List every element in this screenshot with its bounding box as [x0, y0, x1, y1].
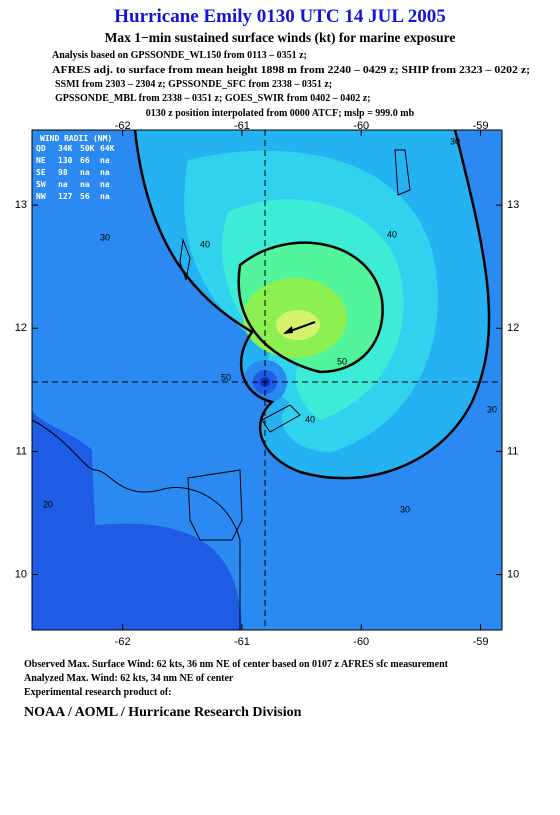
- radii-cell: 130: [58, 156, 73, 165]
- radii-cell: 66: [80, 156, 90, 165]
- radii-cell: na: [100, 168, 110, 177]
- y-tick-label: 10: [507, 568, 519, 580]
- contour-label: 20: [43, 499, 53, 509]
- title: Hurricane Emily 0130 UTC 14 JUL 2005: [114, 6, 445, 27]
- contour-label: 40: [387, 229, 397, 239]
- wind-field: [32, 130, 502, 630]
- contour-50kt: [237, 241, 384, 374]
- x-tick-label: -62: [115, 120, 131, 132]
- analysis-line: AFRES adj. to surface from mean height 1…: [52, 65, 530, 76]
- y-tick-label: 10: [15, 568, 27, 580]
- radii-cell: na: [100, 180, 110, 189]
- coastline: [32, 419, 241, 630]
- plot-frame: [31, 129, 503, 631]
- radii-header: 50K: [80, 144, 95, 153]
- footer-line: Experimental research product of:: [24, 687, 171, 698]
- contour-label: 30: [450, 136, 460, 146]
- arrow-head: [283, 326, 293, 334]
- contour-label: 30: [100, 232, 110, 242]
- footer-line: Observed Max. Surface Wind: 62 kts, 36 n…: [24, 659, 449, 670]
- x-tick-label: -61: [234, 120, 250, 132]
- contour-label: 50: [221, 372, 231, 382]
- radii-header: QD: [36, 144, 46, 153]
- radii-cell: na: [58, 180, 68, 189]
- overlay: -62 -62 -61 -61 -60 -60 -59 -59 10 10 11 11 12 12 13 13…: [15, 120, 520, 648]
- radii-cell: na: [80, 168, 90, 177]
- x-tick-label: -60: [353, 636, 369, 648]
- radii-cell: 56: [80, 192, 90, 201]
- x-tick-label: -61: [234, 636, 250, 648]
- subtitle: Max 1−min sustained surface winds (kt) f…: [105, 30, 456, 45]
- analysis-line: 0130 z position interpolated from 0000 A…: [146, 108, 415, 119]
- x-tick-label: -59: [473, 120, 489, 132]
- x-tick-label: -60: [353, 120, 369, 132]
- radii-cell: SE: [36, 168, 46, 177]
- radii-cell: na: [100, 156, 110, 165]
- analysis-line: GPSSONDE_MBL from 2338 – 0351 z; GOES_SW…: [55, 93, 370, 104]
- radii-cell: SW: [36, 180, 46, 189]
- radii-cell: 127: [58, 192, 73, 201]
- footer-org: NOAA / AOML / Hurricane Research Divisio…: [24, 705, 302, 720]
- y-tick-label: 12: [507, 322, 519, 334]
- y-tick-label: 13: [507, 199, 519, 211]
- y-tick-label: 11: [507, 445, 518, 457]
- contour-label: 30: [487, 404, 497, 414]
- y-tick-label: 13: [15, 199, 27, 211]
- radii-header: 34K: [58, 144, 73, 153]
- x-tick-label: -62: [115, 636, 131, 648]
- contour-label: 40: [200, 239, 210, 249]
- contour-label: 50: [337, 356, 347, 366]
- contour-label: 30: [400, 504, 410, 514]
- contour-band: [276, 310, 320, 340]
- radii-cell: na: [100, 192, 110, 201]
- radii-cell: na: [80, 180, 90, 189]
- contour-34kt: [133, 130, 491, 480]
- y-tick-label: 12: [15, 322, 27, 334]
- radii-cell: NW: [36, 192, 46, 201]
- x-tick-label: -59: [473, 636, 489, 648]
- footer-line: Analyzed Max. Wind: 62 kts, 34 nm NE of …: [24, 673, 234, 684]
- contour-label: 40: [305, 414, 315, 424]
- radii-cell: 98: [58, 168, 68, 177]
- island: [394, 149, 411, 196]
- island: [179, 238, 191, 281]
- radii-header: 64K: [100, 144, 115, 153]
- island: [187, 469, 243, 541]
- radii-title: WIND RADII (NM): [40, 134, 112, 143]
- island: [261, 404, 301, 433]
- analysis-line: Analysis based on GPSSONDE_WL150 from 01…: [52, 50, 307, 61]
- radii-cell: NE: [36, 156, 46, 165]
- y-tick-label: 11: [16, 445, 27, 457]
- analysis-line: SSMI from 2303 – 2304 z; GPSSONDE_SFC fr…: [55, 79, 332, 90]
